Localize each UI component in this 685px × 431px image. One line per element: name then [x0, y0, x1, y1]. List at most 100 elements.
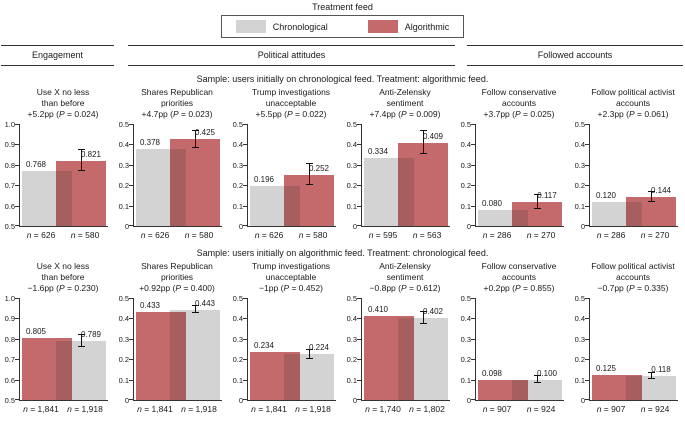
chart-area: 0.5 0.4 0.3 0.2 0.1 0 0.098 0.100 — [456, 294, 570, 405]
value-label: 0.080 — [481, 198, 503, 208]
panel-title-line: unacceptable — [265, 272, 317, 282]
y-tick-label: 0.5 — [460, 120, 471, 129]
value-label: 0.805 — [25, 326, 47, 336]
error-bar-cap — [534, 382, 541, 384]
y-tick-mark — [243, 225, 247, 226]
plot-area: 0.378 0.425 — [133, 124, 222, 227]
sample-size-row: n = 286 n = 270 — [589, 230, 677, 240]
y-tick-label: 0.4 — [460, 140, 471, 150]
value-label: 0.100 — [536, 368, 558, 378]
error-bar — [423, 131, 424, 154]
group-header-engagement: Engagement — [1, 45, 114, 66]
panel-title-line: unacceptable — [265, 98, 317, 108]
error-bar-cap — [306, 163, 313, 165]
y-tick-mark — [243, 359, 247, 361]
panel-title: Use X no less than before −1.6pp (P = 0.23… — [19, 261, 107, 294]
error-bar — [195, 305, 196, 314]
y-tick-label: 0 — [124, 222, 129, 231]
plot-area: 0.125 0.118 — [589, 298, 678, 401]
y-tick-mark — [15, 205, 19, 207]
panel-title: Anti-Zelensky sentiment −0.8pp (P = 0.612) — [361, 261, 449, 294]
y-tick-mark — [129, 338, 133, 340]
panel-title-line: accounts — [615, 98, 651, 108]
y-tick-mark — [243, 164, 247, 166]
value-label: 0.224 — [308, 343, 330, 353]
y-tick-label: 0.3 — [232, 160, 243, 170]
y-tick-mark — [357, 298, 361, 299]
y-tick-label: 1.0 — [4, 294, 15, 303]
error-bar-cap — [648, 377, 655, 379]
value-label: 0.433 — [139, 300, 161, 310]
panel-title-line: Follow political activist — [591, 261, 675, 271]
y-tick-label: 0.3 — [346, 160, 357, 170]
y-tick-label: 0.1 — [346, 201, 357, 211]
value-label: 0.098 — [481, 369, 503, 379]
chart-area: 1.0 0.9 0.8 0.7 0.6 0.5 0.768 0.821 — [0, 120, 114, 231]
panel-effect: +4.7pp (P = 0.023) — [141, 109, 213, 119]
value-label: 0.196 — [253, 175, 275, 185]
panel-title: Shares Republican priorities +0.92pp (P = … — [133, 261, 221, 294]
panel-title-line: Trump investigations — [251, 87, 331, 97]
n-label: n = 580 — [70, 230, 100, 240]
y-tick-mark — [357, 338, 361, 340]
error-bar-cap — [192, 129, 199, 131]
sample-size-row: n = 626 n = 580 — [133, 230, 221, 240]
panel-effect: −0.7pp (P = 0.335) — [597, 283, 669, 293]
y-tick-mark — [243, 318, 247, 320]
panel-title-line: than before — [41, 272, 85, 282]
plot-area: 0.805 0.789 — [19, 298, 108, 401]
legend: Chronological Algorithmic — [220, 15, 465, 38]
y-tick-mark — [129, 144, 133, 146]
y-tick-label: 0.7 — [4, 355, 15, 365]
panels-row-1: Use X no less than before +5.2pp (P = 0.02… — [0, 87, 685, 240]
y-tick-mark — [15, 298, 19, 299]
y-tick-label: 0.2 — [574, 181, 585, 191]
y-tick-label: 0.3 — [232, 334, 243, 344]
y-tick-label: 0.2 — [460, 355, 471, 365]
y-tick-label: 0 — [352, 396, 357, 405]
panel-title: Shares Republican priorities +4.7pp (P = 0… — [133, 87, 221, 120]
plot-area: 0.433 0.443 — [133, 298, 222, 401]
y-tick-label: 0.4 — [232, 314, 243, 324]
y-tick-mark — [15, 359, 19, 361]
y-tick-label: 0.5 — [118, 294, 129, 303]
y-tick-label: 0.4 — [346, 140, 357, 150]
y-tick-mark — [471, 185, 475, 187]
y-tick-mark — [15, 185, 19, 187]
error-bar-cap — [78, 334, 85, 336]
bar-overlap — [284, 186, 300, 226]
chart-area: 0.5 0.4 0.3 0.2 0.1 0 0.378 0.425 — [114, 120, 228, 231]
error-bar-cap — [306, 348, 313, 350]
y-tick-label: 0.3 — [346, 334, 357, 344]
y-tick-label: 0.2 — [574, 355, 585, 365]
error-bar — [309, 164, 310, 185]
y-tick-mark — [585, 225, 589, 226]
value-label: 0.410 — [367, 305, 389, 315]
error-bar — [423, 311, 424, 325]
y-tick-mark — [471, 338, 475, 340]
n-label: n = 286 — [482, 230, 512, 240]
chart-panel: Use X no less than before −1.6pp (P = 0.23… — [0, 261, 114, 414]
plot-area: 0.196 0.252 — [247, 124, 336, 227]
legend-label-algorithmic: Algorithmic — [404, 21, 450, 32]
y-tick-label: 0.6 — [4, 201, 15, 211]
bar-overlap — [56, 341, 72, 400]
plot-area: 0.234 0.224 — [247, 298, 336, 401]
n-label: n = 1,802 — [409, 404, 445, 414]
panel-title: Follow conservative accounts +3.7pp (P = 0… — [475, 87, 563, 120]
value-label: 0.425 — [194, 128, 216, 138]
y-tick-mark — [585, 359, 589, 361]
y-tick-label: 0.6 — [4, 375, 15, 385]
y-tick-label: 0.2 — [118, 181, 129, 191]
y-tick-label: 0.3 — [460, 334, 471, 344]
y-tick-mark — [357, 318, 361, 320]
panel-title-line: Use X no less — [36, 87, 90, 97]
panel-title: Follow conservative accounts +0.2pp (P = 0… — [475, 261, 563, 294]
bar-overlap — [170, 148, 186, 226]
legend-item-algorithmic: Algorithmic — [367, 20, 450, 33]
y-tick-label: 0.5 — [232, 294, 243, 303]
y-tick-mark — [585, 338, 589, 340]
chart-panel: Follow political activist accounts −0.7pp … — [570, 261, 684, 414]
y-tick-mark — [129, 399, 133, 400]
